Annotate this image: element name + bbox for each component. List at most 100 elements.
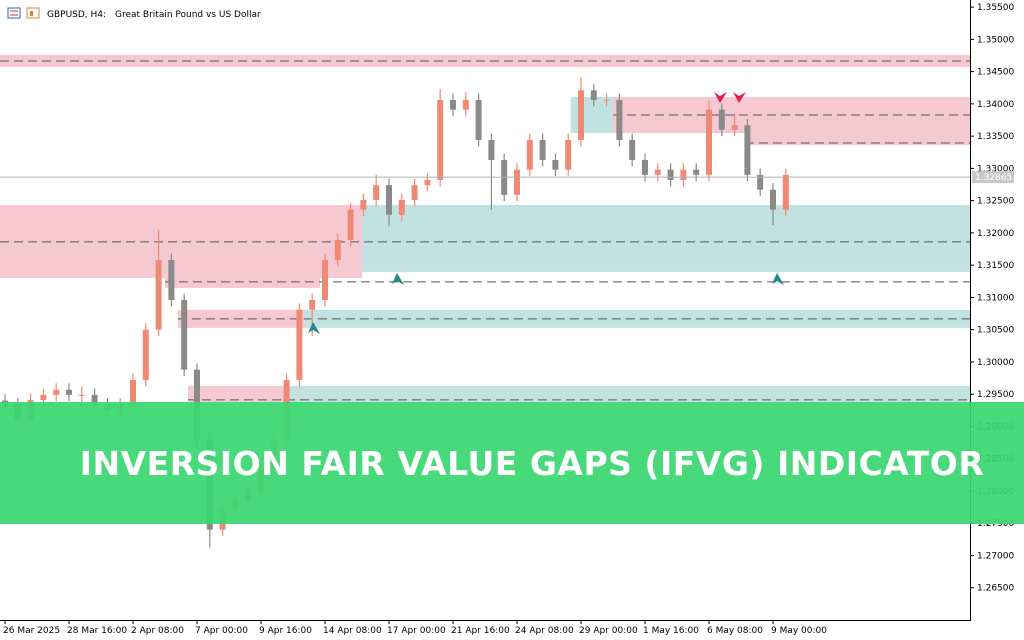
candle-body <box>757 174 764 190</box>
candle-body <box>770 189 776 210</box>
x-tick-label: 14 Apr 08:00 <box>323 626 382 636</box>
y-tick-label: 1.26500 <box>977 584 1014 594</box>
candle-body <box>66 389 72 395</box>
bull-zone <box>362 204 970 272</box>
candle-body <box>78 394 85 396</box>
candle-body <box>437 100 444 180</box>
candle-body <box>642 160 648 175</box>
candle-body <box>347 209 354 240</box>
candle-body <box>142 329 149 380</box>
candle-body <box>565 140 572 170</box>
y-tick-label: 1.34000 <box>977 100 1014 110</box>
candle-body <box>130 380 136 405</box>
x-tick-label: 21 Apr 16:00 <box>451 626 510 636</box>
chart-title: GBPUSD, H4: <box>47 10 106 20</box>
bear-zone <box>188 385 286 402</box>
sell-signal <box>714 92 727 103</box>
candle-body <box>706 109 712 175</box>
candle-body <box>462 100 469 110</box>
candle-body <box>155 260 162 330</box>
candle-body <box>53 389 60 395</box>
candle-body <box>386 185 392 215</box>
buy-signal <box>772 273 784 285</box>
y-tick-label: 1.31500 <box>977 261 1014 271</box>
candle-body <box>181 300 188 370</box>
x-tick-label: 6 May 08:00 <box>707 626 763 636</box>
candle-body <box>552 160 559 170</box>
x-tick-label: 7 Apr 00:00 <box>195 626 248 636</box>
zones <box>0 55 970 402</box>
candle-body <box>334 240 341 260</box>
candle-body <box>91 394 98 405</box>
y-tick-label: 1.30500 <box>977 326 1014 336</box>
candle-body <box>731 125 738 130</box>
bull-zone <box>570 97 613 134</box>
candle-body <box>514 169 520 195</box>
x-tick-label: 9 Apr 16:00 <box>259 626 312 636</box>
y-tick-label: 1.31000 <box>977 293 1014 303</box>
candle-body <box>296 309 303 380</box>
x-tick-label: 17 Apr 00:00 <box>387 626 446 636</box>
candle-body <box>488 140 495 160</box>
last-price-box <box>972 171 1014 184</box>
candle-body <box>590 90 597 100</box>
x-tick-label: 2 Apr 08:00 <box>131 626 184 636</box>
x-tick-label: 24 Apr 08:00 <box>515 626 574 636</box>
bear-zone <box>613 97 970 134</box>
candle-body <box>360 200 367 210</box>
x-tick-label: 29 Apr 00:00 <box>579 626 638 636</box>
y-tick-label: 1.35500 <box>977 3 1014 13</box>
candle-body <box>680 169 687 180</box>
x-tick-label: 28 Mar 16:00 <box>67 626 127 636</box>
x-tick-label: 26 Mar 2025 <box>3 626 60 636</box>
y-tick-label: 1.27500 <box>977 519 1014 529</box>
candle-body <box>616 100 623 140</box>
y-tick-label: 1.35000 <box>977 35 1014 45</box>
bull-zone <box>285 385 970 402</box>
x-tick-label: 1 May 16:00 <box>643 626 699 636</box>
y-tick-label: 1.34500 <box>977 68 1014 78</box>
banner-text: INVERSION FAIR VALUE GAPS (IFVG) INDICAT… <box>79 443 985 483</box>
candle-body <box>629 140 636 160</box>
last-price-label: 1.32865 <box>975 173 1012 183</box>
candle-body <box>424 180 431 186</box>
candle-body <box>450 100 456 110</box>
x-tick-label: 9 May 00:00 <box>771 626 827 636</box>
chart-subtitle: Great Britain Pound vs US Dollar <box>115 10 261 20</box>
sell-signal <box>733 92 746 103</box>
candle-body <box>168 260 175 300</box>
bear-zone <box>165 277 320 288</box>
buy-signal <box>308 322 320 334</box>
candle-body <box>539 140 546 160</box>
y-tick-label: 1.29500 <box>977 390 1014 400</box>
y-tick-label: 1.33000 <box>977 164 1014 174</box>
icon <box>7 7 21 19</box>
header-icons <box>7 7 40 19</box>
candle-body <box>693 169 700 175</box>
signals <box>308 92 784 334</box>
y-tick-label: 1.32000 <box>977 229 1014 239</box>
candle-body <box>475 100 482 140</box>
banner: INVERSION FAIR VALUE GAPS (IFVG) INDICAT… <box>0 402 1024 524</box>
bull-zone <box>304 309 970 328</box>
candle-body <box>578 90 584 140</box>
candle-body <box>744 125 751 175</box>
candle-body <box>782 174 789 210</box>
candle-body <box>526 140 533 170</box>
candle-body <box>667 169 674 180</box>
candle-body <box>309 300 316 310</box>
bear-zone <box>744 133 970 146</box>
bear-zone <box>0 204 363 278</box>
candle-body <box>373 185 380 200</box>
y-tick-label: 1.30000 <box>977 358 1014 368</box>
candle-body <box>398 200 405 215</box>
candle-body <box>718 109 725 130</box>
candle-body <box>322 260 328 300</box>
candle-body <box>654 169 661 175</box>
candle-body <box>411 185 418 200</box>
icon <box>30 11 33 16</box>
y-tick-label: 1.32500 <box>977 197 1014 207</box>
candle-body <box>40 394 47 400</box>
